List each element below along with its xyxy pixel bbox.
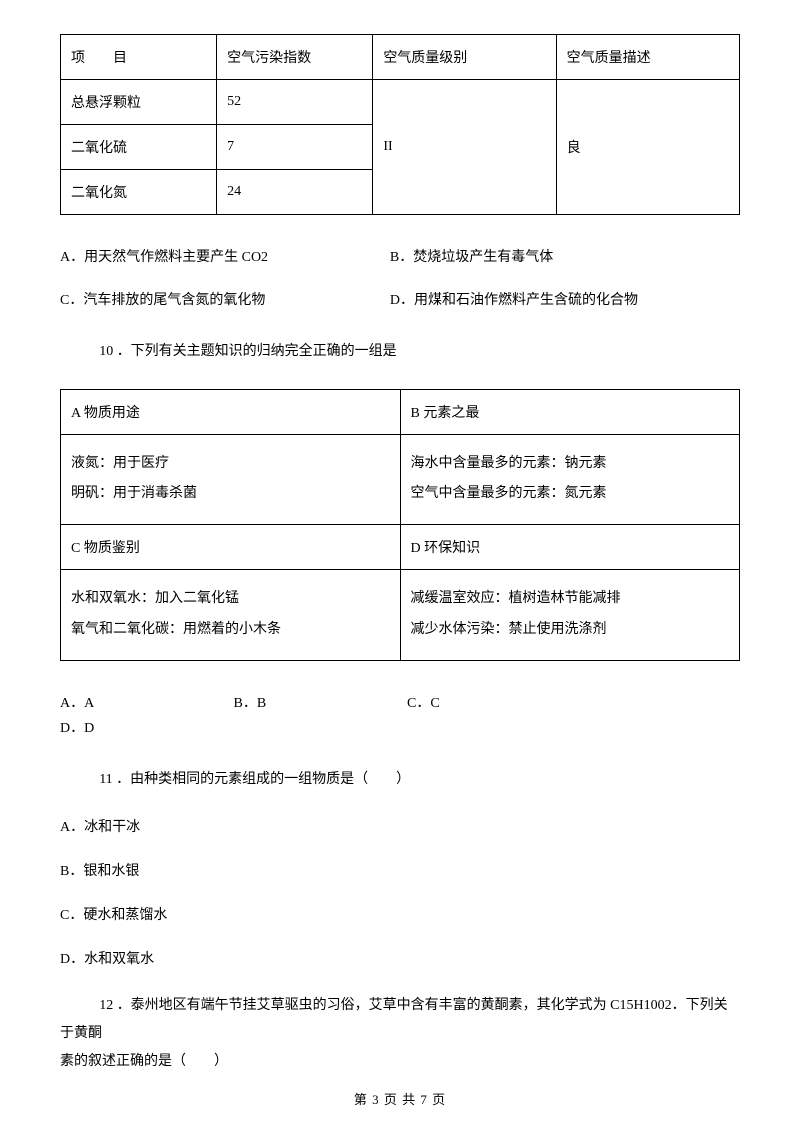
line: 素的叙述正确的是（ ） bbox=[60, 1048, 740, 1076]
cell-desc: 良 bbox=[556, 80, 739, 215]
option-d: D．D bbox=[60, 716, 230, 741]
abcd-options: A．A B．B C．C D．D bbox=[60, 691, 740, 741]
option-c: C．硬水和蒸馏水 bbox=[60, 904, 740, 924]
header-desc: 空气质量描述 bbox=[556, 35, 739, 80]
option-c: C．汽车排放的尾气含氮的氧化物 bbox=[60, 288, 386, 313]
cell-name: 总悬浮颗粒 bbox=[61, 80, 217, 125]
line: 减缓温室效应：植树造林节能减排 bbox=[411, 584, 730, 615]
cell-a-body: 液氮：用于医疗 明矾：用于消毒杀菌 bbox=[61, 434, 401, 525]
line: 液氮：用于医疗 bbox=[71, 449, 390, 480]
line: 空气中含量最多的元素：氮元素 bbox=[411, 479, 730, 510]
cell-value: 7 bbox=[217, 125, 373, 170]
cell-value: 24 bbox=[217, 170, 373, 215]
line: 水和双氧水：加入二氧化锰 bbox=[71, 584, 390, 615]
table-row: 液氮：用于医疗 明矾：用于消毒杀菌 海水中含量最多的元素：钠元素 空气中含量最多… bbox=[61, 434, 740, 525]
table-row: 水和双氧水：加入二氧化锰 氧气和二氧化碳：用燃着的小木条 减缓温室效应：植树造林… bbox=[61, 570, 740, 661]
option-d: D．用煤和石油作燃料产生含硫的化合物 bbox=[390, 288, 638, 313]
cell-c-title: C 物质鉴别 bbox=[61, 525, 401, 570]
cell-d-title: D 环保知识 bbox=[400, 525, 740, 570]
cell-level: II bbox=[373, 80, 556, 215]
question-12: 12 ．泰州地区有端午节挂艾草驱虫的习俗，艾草中含有丰富的黄酮素，其化学式为 C… bbox=[60, 992, 740, 1076]
header-level: 空气质量级别 bbox=[373, 35, 556, 80]
cell-name: 二氧化氮 bbox=[61, 170, 217, 215]
line: 12 ．泰州地区有端午节挂艾草驱虫的习俗，艾草中含有丰富的黄酮素，其化学式为 C… bbox=[60, 992, 740, 1048]
question-11: 11 ．由种类相同的元素组成的一组物质是（ ） bbox=[60, 767, 740, 792]
option-a: A．冰和干冰 bbox=[60, 816, 740, 836]
table-row: 总悬浮颗粒 52 II 良 bbox=[61, 80, 740, 125]
option-b: B．B bbox=[234, 691, 404, 716]
cell-b-title: B 元素之最 bbox=[400, 389, 740, 434]
page-footer: 第 3 页 共 7 页 bbox=[0, 1089, 800, 1108]
line: 海水中含量最多的元素：钠元素 bbox=[411, 449, 730, 480]
table-row: C 物质鉴别 D 环保知识 bbox=[61, 525, 740, 570]
line: 减少水体污染：禁止使用洗涤剂 bbox=[411, 615, 730, 646]
cell-value: 52 bbox=[217, 80, 373, 125]
cell-c-body: 水和双氧水：加入二氧化锰 氧气和二氧化碳：用燃着的小木条 bbox=[61, 570, 401, 661]
table-row: A 物质用途 B 元素之最 bbox=[61, 389, 740, 434]
cell-name: 二氧化硫 bbox=[61, 125, 217, 170]
option-a: A．用天然气作燃料主要产生 CO2 bbox=[60, 245, 386, 270]
question-10: 10 ．下列有关主题知识的归纳完全正确的一组是 bbox=[60, 339, 740, 364]
knowledge-table: A 物质用途 B 元素之最 液氮：用于医疗 明矾：用于消毒杀菌 海水中含量最多的… bbox=[60, 389, 740, 661]
line: 氧气和二氧化碳：用燃着的小木条 bbox=[71, 615, 390, 646]
options-block: A．用天然气作燃料主要产生 CO2 B．焚烧垃圾产生有毒气体 C．汽车排放的尾气… bbox=[60, 245, 740, 313]
q11-options: A．冰和干冰 B．银和水银 C．硬水和蒸馏水 D．水和双氧水 bbox=[60, 816, 740, 968]
header-item: 项 目 bbox=[61, 35, 217, 80]
cell-d-body: 减缓温室效应：植树造林节能减排 减少水体污染：禁止使用洗涤剂 bbox=[400, 570, 740, 661]
table-row: 项 目 空气污染指数 空气质量级别 空气质量描述 bbox=[61, 35, 740, 80]
cell-a-title: A 物质用途 bbox=[61, 389, 401, 434]
air-quality-table: 项 目 空气污染指数 空气质量级别 空气质量描述 总悬浮颗粒 52 II 良 二… bbox=[60, 34, 740, 215]
option-b: B．焚烧垃圾产生有毒气体 bbox=[390, 245, 553, 270]
option-b: B．银和水银 bbox=[60, 860, 740, 880]
option-d: D．水和双氧水 bbox=[60, 948, 740, 968]
header-index: 空气污染指数 bbox=[217, 35, 373, 80]
option-a: A．A bbox=[60, 691, 230, 716]
cell-b-body: 海水中含量最多的元素：钠元素 空气中含量最多的元素：氮元素 bbox=[400, 434, 740, 525]
option-c: C．C bbox=[407, 691, 577, 716]
line: 明矾：用于消毒杀菌 bbox=[71, 479, 390, 510]
